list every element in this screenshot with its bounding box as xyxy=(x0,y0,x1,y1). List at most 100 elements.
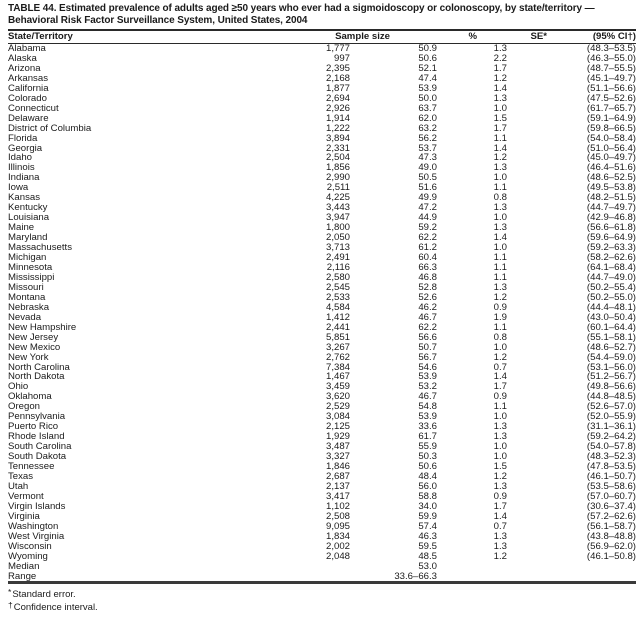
se-cell: 0.9 xyxy=(493,302,507,313)
se-cell: 1.9 xyxy=(493,312,507,323)
table-row: Maine 1,800 59.2 1.3 (56.6–61.8) xyxy=(8,223,636,233)
sample-size-cell: 1,222 xyxy=(325,123,350,134)
table-row: Virgin Islands 1,102 34.0 1.7 (30.6–37.4) xyxy=(8,502,636,512)
state-cell: Illinois xyxy=(8,163,35,174)
state-cell: Puerto Rico xyxy=(8,422,59,433)
table-row: Oregon 2,529 54.8 1.1 (52.6–57.0) xyxy=(8,402,636,412)
table-row: Kansas 4,225 49.9 0.8 (48.2–51.5) xyxy=(8,193,636,203)
table-header: State/Territory Sample size % SE* (95% C… xyxy=(8,29,636,44)
sample-size-cell: 1,834 xyxy=(325,531,350,542)
table-row: Arizona 2,395 52.1 1.7 (48.7–55.5) xyxy=(8,64,636,74)
table-row: Kentucky 3,443 47.2 1.3 (44.7–49.7) xyxy=(8,203,636,213)
sample-size-cell: 2,545 xyxy=(325,282,350,293)
ci-cell: (54.0–57.8) xyxy=(586,442,636,453)
state-cell: District of Columbia xyxy=(8,123,92,134)
percent-cell: 44.9 xyxy=(418,213,437,224)
ci-cell: (46.1–50.8) xyxy=(586,551,636,562)
state-cell: Arkansas xyxy=(8,73,48,84)
sample-size-cell: 2,926 xyxy=(325,103,350,114)
ci-cell: (44.8–48.5) xyxy=(586,392,636,403)
table-title-line-2: Behavioral Risk Factor Surveillance Syst… xyxy=(8,14,308,26)
ci-cell: (50.2–55.0) xyxy=(586,292,636,303)
state-cell: Iowa xyxy=(8,183,29,194)
percent-cell: 62.0 xyxy=(418,113,437,124)
state-cell: Florida xyxy=(8,133,38,144)
table-row: Minnesota 2,116 66.3 1.1 (64.1–68.4) xyxy=(8,263,636,273)
state-cell: Minnesota xyxy=(8,262,53,273)
ci-cell: (30.6–37.4) xyxy=(586,501,636,512)
state-cell: Idaho xyxy=(8,153,33,164)
state-cell: Utah xyxy=(8,481,29,492)
summary-row: Range 33.6–66.3 xyxy=(8,572,636,583)
percent-cell: 52.1 xyxy=(418,63,437,74)
state-cell: North Dakota xyxy=(8,372,65,383)
sample-size-cell: 5,851 xyxy=(325,332,350,343)
sample-size-cell: 1,846 xyxy=(325,462,350,472)
table-row: Texas 2,687 48.4 1.2 (46.1–50.7) xyxy=(8,472,636,482)
ci-cell: (54.0–58.4) xyxy=(586,133,636,144)
table-row: Colorado 2,694 50.0 1.3 (47.5–52.6) xyxy=(8,94,636,104)
se-cell: 1.0 xyxy=(493,442,507,453)
state-cell: Connecticut xyxy=(8,103,59,114)
percent-cell: 60.4 xyxy=(418,253,437,263)
se-cell: 1.1 xyxy=(493,253,507,263)
percent-cell: 59.9 xyxy=(418,511,437,522)
ci-cell: (54.4–59.0) xyxy=(586,352,636,363)
sample-size-cell: 2,441 xyxy=(325,322,350,333)
table-row: Arkansas 2,168 47.4 1.2 (45.1–49.7) xyxy=(8,74,636,84)
table-body: Alabama 1,777 50.9 1.3 (48.3–53.5) Alaska 997 5… xyxy=(8,44,636,583)
se-cell: 1.3 xyxy=(493,481,507,492)
table-row: Nevada 1,412 46.7 1.9 (43.0–50.4) xyxy=(8,313,636,323)
ci-cell: (48.2–51.5) xyxy=(586,193,636,204)
state-cell: South Carolina xyxy=(8,442,72,453)
percent-cell: 61.7 xyxy=(418,432,437,443)
ci-cell: (61.7–65.7) xyxy=(586,103,636,114)
ci-cell: (52.6–57.0) xyxy=(586,402,636,413)
state-cell: New Mexico xyxy=(8,342,61,353)
percent-cell: 52.6 xyxy=(418,292,437,303)
se-cell: 1.7 xyxy=(493,501,507,512)
ci-cell: (47.5–52.6) xyxy=(586,93,636,104)
percent-cell: 49.9 xyxy=(418,193,437,204)
state-cell: Arizona xyxy=(8,63,41,74)
se-cell: 0.8 xyxy=(493,332,507,343)
ci-cell: (50.2–55.4) xyxy=(586,282,636,293)
percent-cell: 58.8 xyxy=(418,491,437,502)
table-row: Wyoming 2,048 48.5 1.2 (46.1–50.8) xyxy=(8,552,636,562)
sample-size-cell: 2,048 xyxy=(325,551,350,562)
col-header-percent: % xyxy=(390,29,477,44)
se-cell: 1.5 xyxy=(493,462,507,472)
se-cell: 1.3 xyxy=(493,223,507,234)
sample-size-cell: 2,580 xyxy=(325,272,350,283)
se-cell: 0.7 xyxy=(493,521,507,532)
se-cell: 1.3 xyxy=(493,432,507,443)
state-cell: California xyxy=(8,83,49,94)
sample-size-cell: 7,384 xyxy=(325,362,350,373)
ci-cell: (59.1–64.9) xyxy=(586,113,636,124)
table-row: Indiana 2,990 50.5 1.0 (48.6–52.5) xyxy=(8,173,636,183)
state-cell: Nevada xyxy=(8,312,42,323)
ci-cell: (57.2–62.6) xyxy=(586,511,636,522)
table-row: Louisiana 3,947 44.9 1.0 (42.9–46.8) xyxy=(8,213,636,223)
footnotes: *Standard error. †Confidence interval. xyxy=(8,587,636,613)
sample-size-cell: 3,487 xyxy=(325,442,350,453)
table-row: Washington 9,095 57.4 0.7 (56.1–58.7) xyxy=(8,522,636,532)
sample-size-cell: 2,331 xyxy=(325,143,350,154)
ci-cell: (59.2–63.3) xyxy=(586,243,636,254)
table-row: Alabama 1,777 50.9 1.3 (48.3–53.5) xyxy=(8,44,636,54)
state-cell: Vermont xyxy=(8,491,44,502)
state-cell: Texas xyxy=(8,471,34,482)
table-title: TABLE 44. Estimated prevalence of adults… xyxy=(8,3,638,26)
se-cell: 1.4 xyxy=(493,372,507,383)
ci-cell: (49.8–56.6) xyxy=(586,382,636,393)
ci-cell: (42.9–46.8) xyxy=(586,213,636,224)
table-row: New Hampshire 2,441 62.2 1.1 (60.1–64.4) xyxy=(8,323,636,333)
footnote-standard-error: *Standard error. xyxy=(8,587,636,600)
se-cell: 0.8 xyxy=(493,193,507,204)
se-cell: 1.4 xyxy=(493,233,507,244)
sample-size-cell xyxy=(305,562,390,572)
state-cell: Indiana xyxy=(8,173,40,184)
ci-cell: (58.2–62.6) xyxy=(586,253,636,263)
table-row: South Carolina 3,487 55.9 1.0 (54.0–57.8) xyxy=(8,442,636,452)
table-row: Idaho 2,504 47.3 1.2 (45.0–49.7) xyxy=(8,153,636,163)
